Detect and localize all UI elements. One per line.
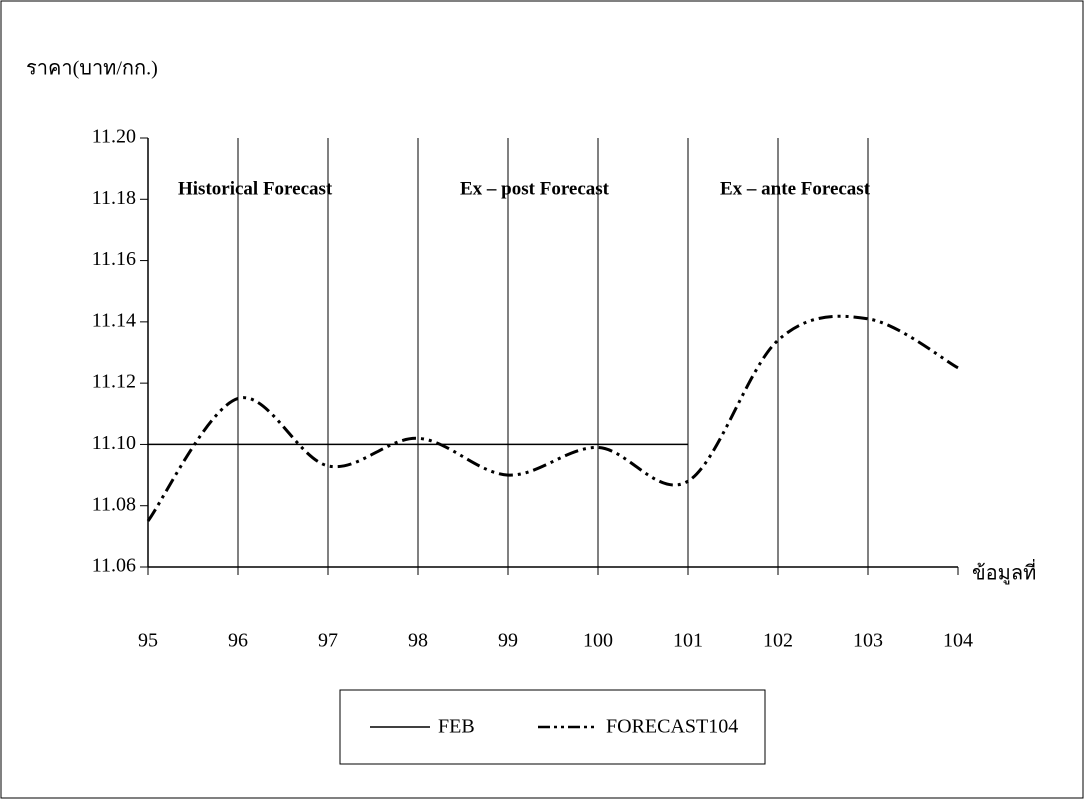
frame <box>1 1 1083 798</box>
x-tick-label: 95 <box>138 630 158 652</box>
series-line <box>148 316 958 521</box>
chart: ราคา(บาท/กก.) ข้อมูลที่ Historical Forec… <box>0 0 1084 799</box>
x-tick-label: 102 <box>763 630 793 652</box>
y-tick-label: 11.14 <box>92 309 136 331</box>
y-tick-label: 11.16 <box>92 248 136 270</box>
x-tick-label: 101 <box>673 630 703 652</box>
x-tick-label: 97 <box>318 630 338 652</box>
legend-label: FORECAST104 <box>606 716 738 738</box>
x-tick-label: 96 <box>228 630 248 652</box>
x-tick-label: 104 <box>943 630 973 652</box>
legend-label: FEB <box>438 716 475 738</box>
y-tick-label: 11.18 <box>92 187 136 209</box>
y-axis-label: ราคา(บาท/กก.) <box>26 58 158 80</box>
x-tick-label: 103 <box>853 630 883 652</box>
x-tick-label: 100 <box>583 630 613 652</box>
x-axis-label: ข้อมูลที่ <box>972 559 1036 586</box>
annotation: Ex – post Forecast <box>460 178 610 199</box>
y-tick-label: 11.08 <box>92 493 136 515</box>
annotation: Ex – ante Forecast <box>720 178 871 199</box>
annotation: Historical Forecast <box>178 178 333 199</box>
x-tick-label: 99 <box>498 630 518 652</box>
y-tick-label: 11.10 <box>92 432 136 454</box>
y-tick-label: 11.20 <box>92 126 136 148</box>
x-tick-label: 98 <box>408 630 428 652</box>
y-tick-label: 11.06 <box>92 555 136 577</box>
y-tick-label: 11.12 <box>92 371 136 393</box>
page: {"chart_data": {"type": "line", "y_label… <box>0 0 1084 804</box>
